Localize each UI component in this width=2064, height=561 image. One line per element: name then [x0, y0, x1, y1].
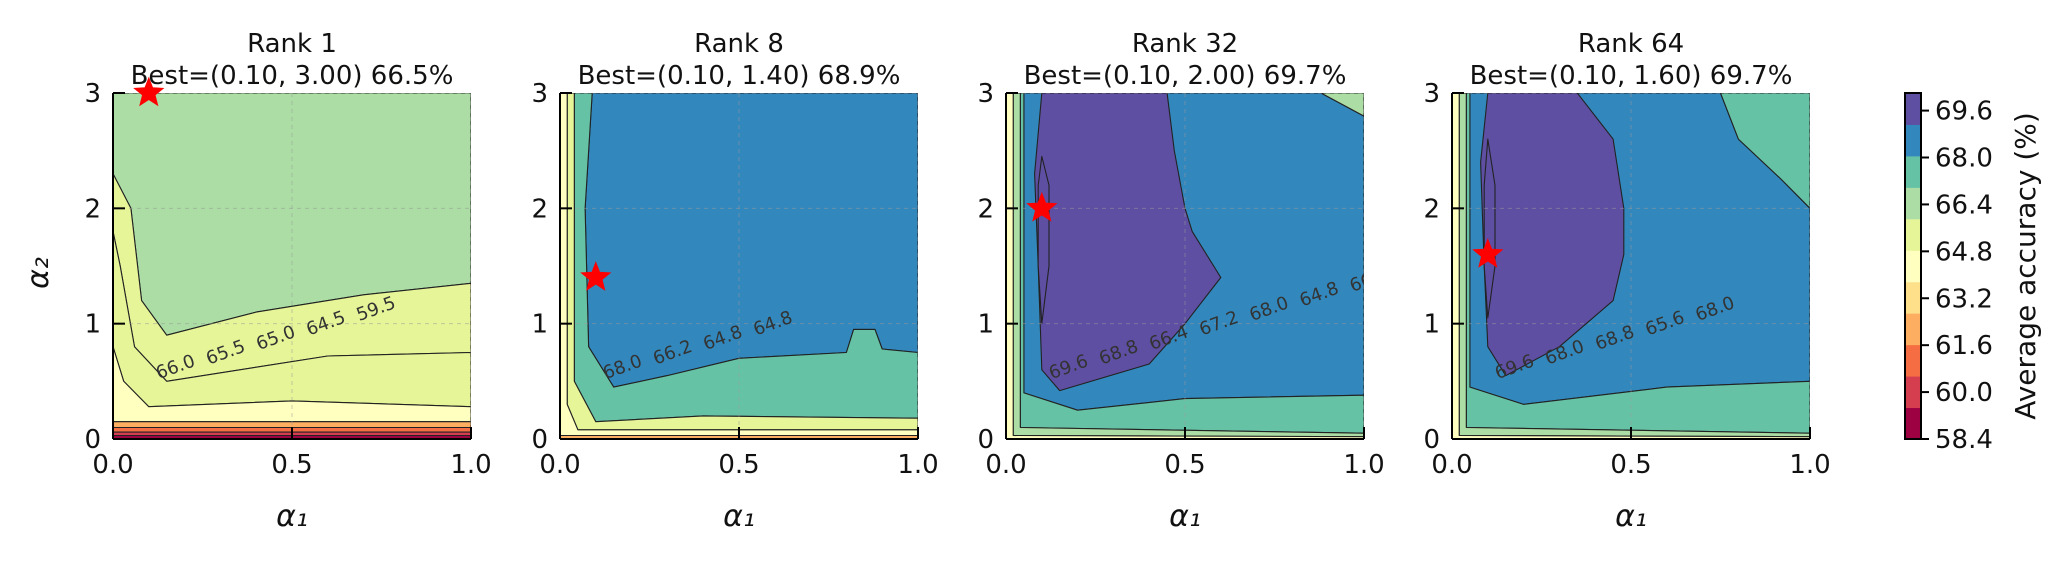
panel-title: Rank 32 [1132, 29, 1238, 59]
x-tick-label: 1.0 [450, 450, 491, 480]
x-tick-label: 0.5 [718, 450, 759, 480]
panel-title: Rank 8 [694, 29, 784, 59]
y-tick-label: 0 [977, 425, 994, 455]
y-tick-label: 1 [977, 310, 994, 340]
colorbar-segment [1905, 155, 1921, 188]
x-axis-label: α₁ [1615, 499, 1647, 534]
x-tick-label: 0.5 [1610, 450, 1651, 480]
y-tick-label: 3 [977, 79, 994, 109]
colorbar-segment [1905, 93, 1921, 125]
colorbar-segment [1905, 187, 1921, 220]
x-tick-label: 0.5 [1164, 450, 1205, 480]
y-tick-label: 2 [531, 194, 548, 224]
x-tick-label: 1.0 [1343, 450, 1384, 480]
gridlines [1006, 93, 1364, 439]
panel-title: Rank 1 [247, 29, 337, 59]
y-tick-label: 1 [531, 310, 548, 340]
colorbar: 58.4 60.0 61.6 63.2 64.8 66.4 68.0 69.6 Average … [1904, 92, 2042, 455]
colorbar-tick-label: 66.4 [1935, 190, 1993, 220]
colorbar-tick-label: 69.6 [1935, 97, 1993, 127]
panel-subtitle: Best=(0.10, 1.60) 69.7% [1470, 61, 1793, 91]
gridlines [113, 93, 471, 439]
colorbar-frame [1904, 92, 1922, 440]
colorbar-segment [1905, 124, 1921, 157]
y-tick-label: 3 [84, 79, 101, 109]
contour-field: 66.0 65.5 65.0 64.5 59.5 [113, 93, 471, 439]
x-tick-label: 0.0 [985, 450, 1026, 480]
y-tick-label: 0 [531, 425, 548, 455]
contour-region [1480, 93, 1625, 377]
gridlines [1452, 93, 1810, 439]
colorbar-tick-label: 63.2 [1935, 284, 1993, 314]
y-tick-label: 3 [1423, 79, 1440, 109]
panel-1: 66.0 65.5 65.0 64.5 59.5 0.0 0.5 1.0 0 1 2 3 α₁ Rank … [84, 29, 491, 534]
gridlines [560, 93, 918, 439]
panel-subtitle: Best=(0.10, 3.00) 66.5% [131, 61, 454, 91]
contour-field: 69.6 68.8 66.4 67.2 68.0 64.8 66.4 [1006, 93, 1364, 439]
x-tick-label: 0.0 [1431, 450, 1472, 480]
colorbar-segment [1905, 250, 1921, 283]
y-tick-label: 0 [1423, 425, 1440, 455]
x-axis-label: α₁ [723, 499, 755, 534]
panel-4: 69.6 68.0 68.8 65.6 68.0 0.0 0.5 1.0 0 1 2 3 α₁ Rank … [1423, 29, 1830, 534]
y-axis-label: α₂ [21, 257, 56, 289]
best-point-star [1472, 238, 1504, 268]
colorbar-label: Average accuracy (%) [2009, 112, 2042, 420]
best-point-star [580, 261, 612, 291]
colorbar-segment [1905, 407, 1921, 440]
x-axis-label: α₁ [1169, 499, 1201, 534]
y-tick-label: 2 [1423, 194, 1440, 224]
colorbar-tick-label: 61.6 [1935, 331, 1993, 361]
panels-group: 66.0 65.5 65.0 64.5 59.5 0.0 0.5 1.0 0 1 2 3 α₁ Rank … [84, 29, 1830, 534]
y-tick-label: 2 [977, 194, 994, 224]
colorbar-tick-label: 64.8 [1935, 237, 1993, 267]
panel-3: 69.6 68.8 66.4 67.2 68.0 64.8 66.4 0.0 0.5 1.0 0 1 2… [977, 29, 1384, 534]
best-point-star [133, 76, 165, 107]
colorbar-segment [1905, 344, 1921, 377]
panel-title: Rank 64 [1578, 29, 1684, 59]
y-axis-label-group: α₂ [21, 257, 56, 289]
y-tick-label: 0 [84, 425, 101, 455]
x-tick-label: 1.0 [1789, 450, 1830, 480]
colorbar-tick-label: 68.0 [1935, 144, 1993, 174]
contour-region [1483, 138, 1496, 319]
panel-subtitle: Best=(0.10, 2.00) 69.7% [1024, 61, 1347, 91]
best-point-star [1026, 191, 1058, 222]
colorbar-tick-label: 60.0 [1935, 378, 1993, 408]
x-axis-label: α₁ [276, 499, 308, 534]
x-tick-label: 0.5 [271, 450, 312, 480]
x-tick-label: 0.0 [539, 450, 580, 480]
colorbar-segment [1905, 376, 1921, 409]
y-tick-label: 1 [1423, 310, 1440, 340]
colorbar-tick-label: 58.4 [1935, 425, 1993, 455]
panel-2: 68.0 66.2 64.8 64.8 0.0 0.5 1.0 0 1 2 3 α₁ Rank 8Bes… [531, 29, 938, 534]
contour-field: 69.6 68.0 68.8 65.6 68.0 [1452, 93, 1810, 439]
contour-field: 68.0 66.2 64.8 64.8 [560, 93, 918, 439]
colorbar-segment [1905, 218, 1921, 251]
colorbar-segment [1905, 281, 1921, 314]
contour-region [1320, 93, 1364, 117]
contour-region [1719, 93, 1810, 209]
y-tick-label: 3 [531, 79, 548, 109]
colorbar-segment [1905, 313, 1921, 346]
x-tick-label: 1.0 [897, 450, 938, 480]
y-tick-label: 1 [84, 310, 101, 340]
y-tick-label: 2 [84, 194, 101, 224]
panel-subtitle: Best=(0.10, 1.40) 68.9% [578, 61, 901, 91]
x-tick-label: 0.0 [92, 450, 133, 480]
